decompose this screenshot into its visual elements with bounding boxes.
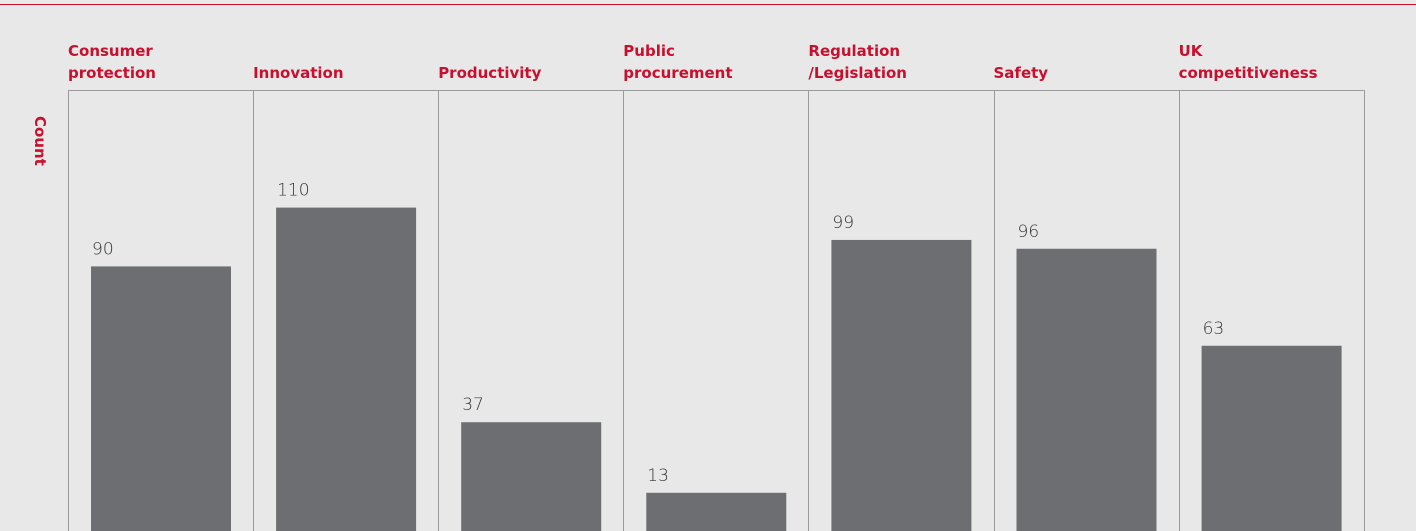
value-label: 90 [92, 239, 114, 259]
bar [831, 239, 972, 531]
bar [646, 492, 787, 531]
category-label: Public procurement [623, 42, 733, 82]
bar [461, 422, 602, 531]
category-label: Safety [993, 64, 1049, 82]
value-label: 63 [1203, 319, 1225, 339]
bar [91, 266, 231, 531]
value-label: 99 [832, 213, 854, 233]
value-label: 37 [462, 395, 484, 415]
category-label: Productivity [438, 64, 542, 82]
bar [276, 207, 417, 531]
value-label: 110 [277, 181, 309, 201]
category-label: Innovation [253, 64, 344, 82]
value-label: 96 [1018, 222, 1040, 242]
y-axis-label: Count [31, 116, 49, 166]
bar [1201, 345, 1342, 531]
category-label: UK competitiveness [1178, 42, 1318, 82]
category-label: Consumer protection [68, 42, 156, 82]
category-label: Regulation /Legislation [808, 42, 907, 82]
bar [1016, 248, 1157, 531]
value-label: 13 [647, 466, 669, 486]
